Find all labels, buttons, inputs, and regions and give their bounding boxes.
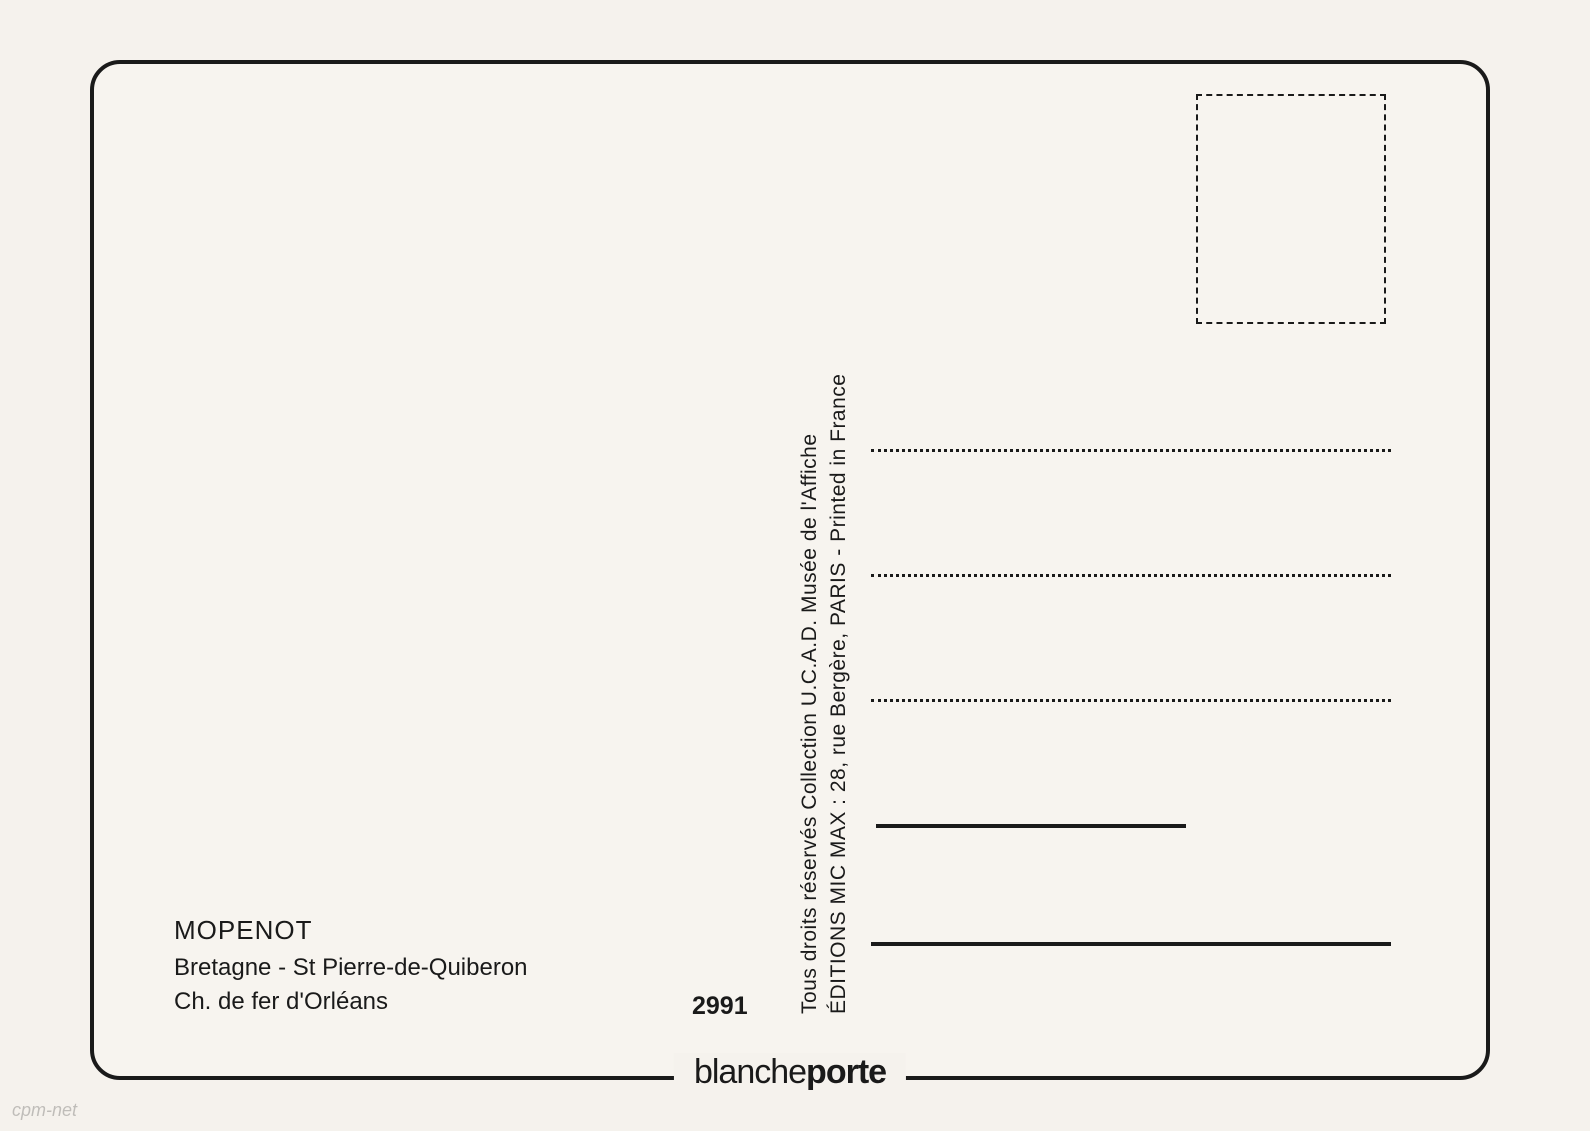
watermark-text: cpm-net xyxy=(12,1100,77,1121)
railway-text: Ch. de fer d'Orléans xyxy=(174,988,528,1016)
brand-logo: blancheporte xyxy=(674,1053,906,1092)
publisher-vertical-text: Tous droits réservés Collection U.C.A.D.… xyxy=(794,144,854,1014)
card-caption: MOPENOT Bretagne - St Pierre-de-Quiberon… xyxy=(174,915,528,1016)
address-solid-line-long xyxy=(871,942,1391,946)
artist-name: MOPENOT xyxy=(174,915,528,946)
address-lines-area xyxy=(871,449,1391,824)
address-line-1 xyxy=(871,449,1391,452)
address-line-2 xyxy=(871,574,1391,577)
address-solid-line-short xyxy=(876,824,1186,828)
brand-part-2: porte xyxy=(806,1053,886,1091)
publisher-line-1: ÉDITIONS MIC MAX : 28, rue Bergère, PARI… xyxy=(824,144,853,1014)
address-line-3 xyxy=(871,699,1391,702)
stamp-placeholder xyxy=(1196,94,1386,324)
postcard-frame: Tous droits réservés Collection U.C.A.D.… xyxy=(90,60,1490,1080)
location-text: Bretagne - St Pierre-de-Quiberon xyxy=(174,954,528,982)
card-number: 2991 xyxy=(692,992,748,1021)
publisher-line-2: Tous droits réservés Collection U.C.A.D.… xyxy=(795,144,824,1014)
brand-part-1: blanche xyxy=(694,1053,806,1091)
